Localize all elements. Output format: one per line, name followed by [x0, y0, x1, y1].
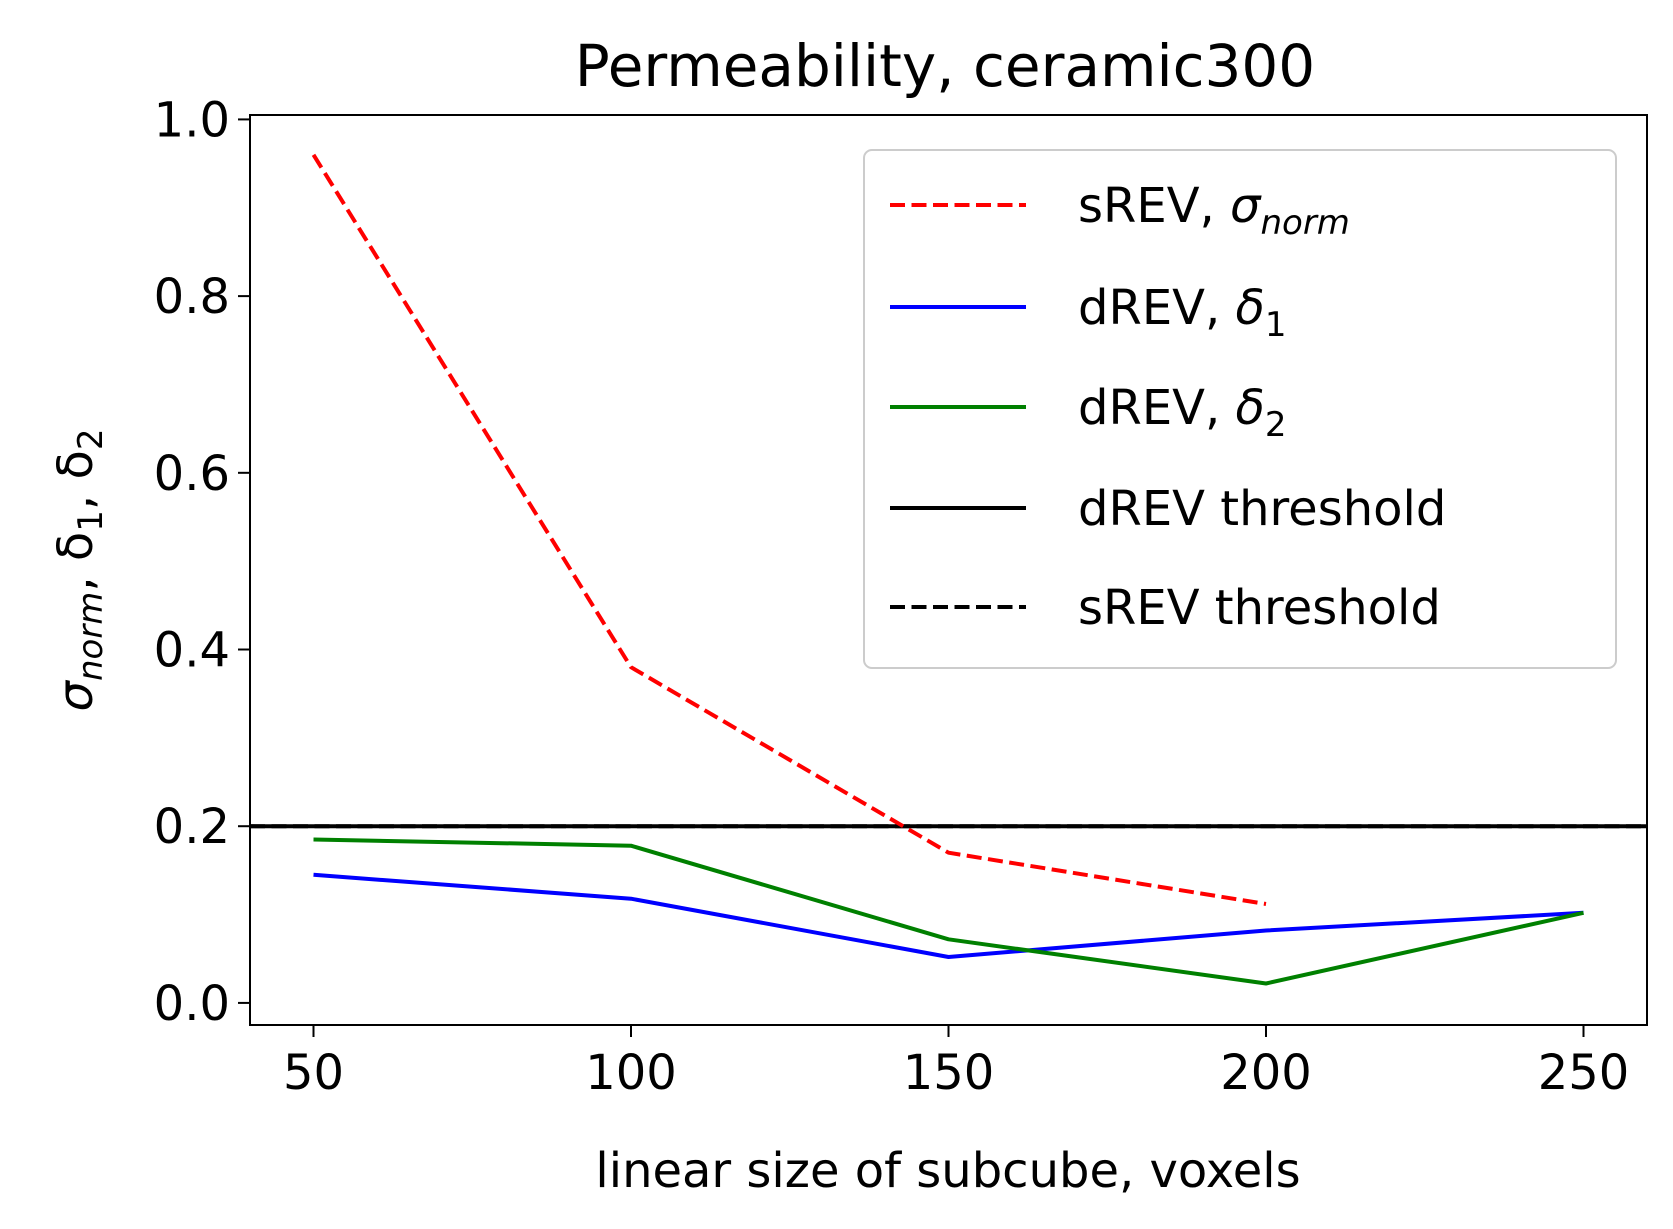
x-tick-label: 250	[1538, 1045, 1630, 1101]
y-tick-label: 0.8	[154, 269, 230, 325]
legend-box	[863, 149, 1617, 669]
series-line-srev-sigma	[311, 153, 1267, 906]
legend-label-drev-delta1: dREV, δ1	[1078, 280, 1287, 345]
x-tick-label: 150	[903, 1045, 995, 1101]
series-line-drev-delta2	[313, 837, 1584, 986]
y-axis-label-sub-1: 1	[71, 510, 111, 532]
chart-title: Permeability, ceramic300	[575, 32, 1315, 100]
y-axis-label-sub-norm: norm	[71, 592, 111, 681]
x-tick-label: 200	[1220, 1045, 1312, 1101]
y-axis-label-delta2: , δ	[48, 450, 104, 510]
series-line-drev-delta1	[313, 872, 1584, 959]
legend-label-drev-threshold: dREV threshold	[1078, 481, 1446, 537]
legend-label-drev-delta2: dREV, δ2	[1078, 380, 1287, 445]
legend: sREV, σnorm dREV, δ1 dREV, δ2 dREV thres…	[863, 149, 1617, 669]
y-axis: 0.0 0.2 0.4 0.6 0.8 1.0	[154, 92, 250, 1032]
x-axis-label: linear size of subcube, voxels	[595, 1143, 1300, 1199]
legend-label-srev-sigma: sREV, σnorm	[1078, 178, 1350, 243]
legend-label-srev-threshold: sREV threshold	[1078, 580, 1441, 636]
y-tick-label: 0.0	[154, 976, 230, 1032]
y-tick-label: 1.0	[154, 92, 230, 148]
y-tick-label: 0.2	[154, 799, 230, 855]
y-tick-label: 0.6	[154, 446, 230, 502]
x-tick-label: 100	[585, 1045, 677, 1101]
x-axis: 50 100 150 200 250	[283, 1025, 1629, 1101]
y-axis-label-sub-2: 2	[71, 429, 111, 451]
y-axis-label: σnorm, δ1, δ2	[48, 429, 111, 712]
x-tick-label: 50	[283, 1045, 344, 1101]
y-tick-label: 0.4	[154, 623, 230, 679]
y-axis-label-sigma: σ	[48, 679, 104, 711]
y-axis-label-delta1: , δ	[48, 532, 104, 592]
